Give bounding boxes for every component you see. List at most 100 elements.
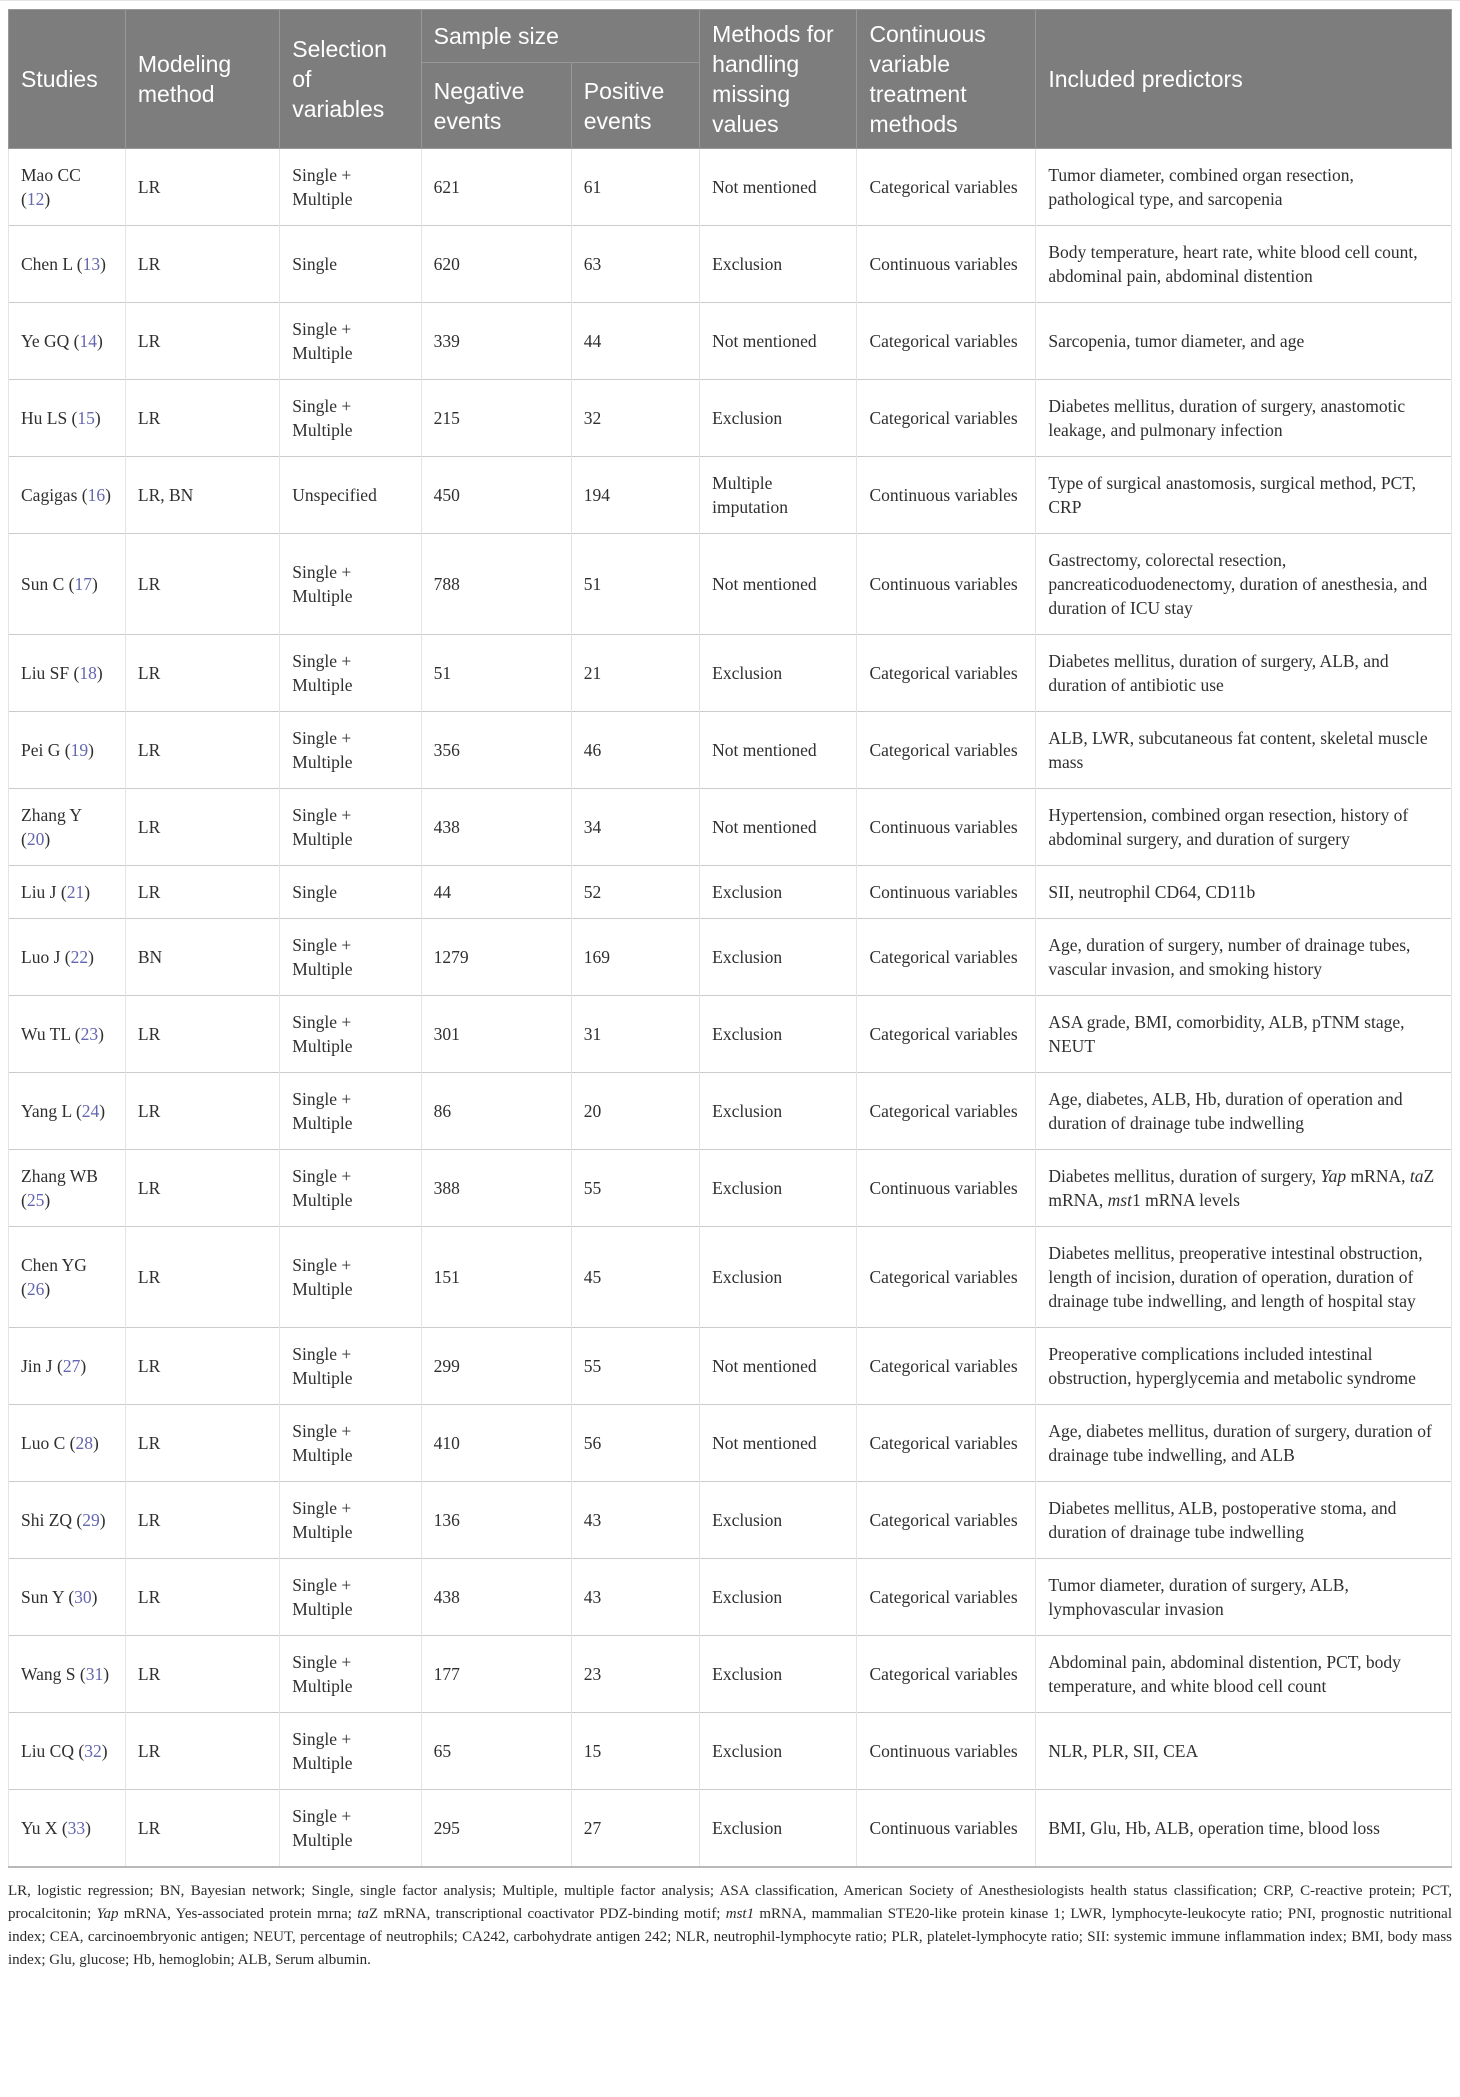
cell-included-predictors: Body temperature, heart rate, white bloo… (1035, 225, 1452, 303)
cell-missing-values: Not mentioned (699, 302, 858, 380)
cell-study: Liu SF (18) (8, 634, 126, 712)
cell-study: Zhang Y (20) (8, 788, 126, 866)
citation-link[interactable]: 14 (79, 331, 98, 351)
cell-missing-values: Multiple imputation (699, 456, 858, 534)
citation-link[interactable]: 22 (70, 947, 89, 967)
table-row: Sun C (17) LR Single + Multiple 788 51 Not me… (8, 533, 1452, 635)
cell-included-predictors: Gastrectomy, colorectal resection, pancr… (1035, 533, 1452, 635)
citation-link[interactable]: 16 (87, 485, 106, 505)
col-header-positive-events: Positive events (570, 62, 701, 149)
cell-positive-events: 27 (570, 1789, 701, 1867)
cell-included-predictors: Diabetes mellitus, duration of surgery, … (1035, 1149, 1452, 1227)
italic-text-segment: Yap (1320, 1166, 1347, 1186)
cell-selection-of-variables: Single + Multiple (279, 1635, 422, 1713)
cell-missing-values: Not mentioned (699, 1404, 858, 1482)
citation-link[interactable]: 18 (79, 663, 97, 683)
text-segment: Diabetes mellitus, preoperative intestin… (1048, 1243, 1423, 1311)
cell-selection-of-variables: Single + Multiple (279, 918, 422, 996)
cell-study: Liu CQ (32) (8, 1712, 126, 1790)
cell-study: Ye GQ (14) (8, 302, 126, 380)
cell-treatment-method: Continuous variables (856, 533, 1037, 635)
citation-link[interactable]: 33 (67, 1818, 86, 1838)
citation-link[interactable]: 30 (74, 1587, 92, 1607)
citation-link[interactable]: 27 (62, 1356, 81, 1376)
col-header-missing-values: Methods for handling missing values (699, 9, 858, 149)
table-row: Luo C (28) LR Single + Multiple 410 56 Not me… (8, 1404, 1452, 1482)
cell-included-predictors: Diabetes mellitus, ALB, postoperative st… (1035, 1481, 1452, 1559)
cell-positive-events: 194 (570, 456, 701, 534)
cell-positive-events: 46 (570, 711, 701, 789)
text-segment: Type of surgical anastomosis, surgical m… (1048, 473, 1417, 517)
text-segment: Tumor diameter, combined organ resection… (1048, 165, 1354, 209)
text-segment: ASA grade, BMI, comorbidity, ALB, pTNM s… (1048, 1012, 1405, 1056)
cell-selection-of-variables: Single + Multiple (279, 1226, 422, 1328)
cell-modeling-method: LR (124, 533, 281, 635)
citation-link[interactable]: 20 (26, 829, 45, 849)
citation-link[interactable]: 15 (77, 408, 95, 428)
text-segment: mRNA, (1346, 1166, 1410, 1186)
cell-missing-values: Exclusion (699, 1558, 858, 1636)
col-header-included-predictors: Included predictors (1035, 9, 1452, 149)
col-header-negative-events: Negative events (420, 62, 572, 149)
cell-positive-events: 55 (570, 1149, 701, 1227)
citation-link[interactable]: 32 (84, 1741, 102, 1761)
citation-link[interactable]: 12 (26, 189, 45, 209)
cell-modeling-method: LR (124, 711, 281, 789)
citation-link[interactable]: 13 (82, 254, 101, 274)
table-row: Shi ZQ (29) LR Single + Multiple 136 43 Exclu… (8, 1481, 1452, 1559)
cell-modeling-method: LR (124, 1404, 281, 1482)
cell-study: Chen YG (26) (8, 1226, 126, 1328)
cell-modeling-method: LR (124, 995, 281, 1073)
cell-missing-values: Exclusion (699, 865, 858, 919)
cell-study: Wang S (31) (8, 1635, 126, 1713)
citation-link[interactable]: 31 (85, 1664, 104, 1684)
cell-selection-of-variables: Single + Multiple (279, 995, 422, 1073)
text-segment: BMI, Glu, Hb, ALB, operation time, blood… (1048, 1818, 1380, 1838)
cell-selection-of-variables: Single + Multiple (279, 148, 422, 226)
citation-link[interactable]: 23 (80, 1024, 99, 1044)
table-row: Zhang Y (20) LR Single + Multiple 438 34 Not … (8, 788, 1452, 866)
cell-included-predictors: ASA grade, BMI, comorbidity, ALB, pTNM s… (1035, 995, 1452, 1073)
table-row: Yang L (24) LR Single + Multiple 86 20 Exclus… (8, 1072, 1452, 1150)
cell-positive-events: 43 (570, 1481, 701, 1559)
citation-link[interactable]: 19 (70, 740, 89, 760)
cell-selection-of-variables: Single + Multiple (279, 1072, 422, 1150)
cell-modeling-method: LR (124, 1789, 281, 1867)
cell-negative-events: 136 (420, 1481, 572, 1559)
cell-included-predictors: Tumor diameter, duration of surgery, ALB… (1035, 1558, 1452, 1636)
cell-study: Chen L (13) (8, 225, 126, 303)
cell-included-predictors: Diabetes mellitus, duration of surgery, … (1035, 634, 1452, 712)
text-segment: NLR, PLR, SII, CEA (1048, 1741, 1199, 1761)
table-row: Liu SF (18) LR Single + Multiple 51 21 Exclus… (8, 634, 1452, 712)
citation-link[interactable]: 26 (26, 1279, 45, 1299)
cell-missing-values: Exclusion (699, 1481, 858, 1559)
cell-modeling-method: LR (124, 1558, 281, 1636)
text-segment: Age, diabetes, ALB, Hb, duration of oper… (1048, 1089, 1403, 1133)
text-segment: Z mRNA, transcriptional coactivator PDZ-… (368, 1906, 726, 1922)
citation-link[interactable]: 25 (26, 1190, 45, 1210)
citation-link[interactable]: 29 (82, 1510, 100, 1530)
cell-negative-events: 339 (420, 302, 572, 380)
citation-link[interactable]: 21 (66, 882, 85, 902)
cell-selection-of-variables: Single + Multiple (279, 1149, 422, 1227)
cell-treatment-method: Categorical variables (856, 148, 1037, 226)
cell-treatment-method: Continuous variables (856, 456, 1037, 534)
citation-link[interactable]: 24 (81, 1101, 100, 1121)
cell-positive-events: 44 (570, 302, 701, 380)
citation-link[interactable]: 28 (75, 1433, 93, 1453)
cell-negative-events: 51 (420, 634, 572, 712)
table-row: Cagigas (16) LR, BN Unspecified 450 194 Multi… (8, 456, 1452, 534)
cell-included-predictors: Diabetes mellitus, duration of surgery, … (1035, 379, 1452, 457)
cell-missing-values: Exclusion (699, 379, 858, 457)
citation-link[interactable]: 17 (74, 574, 92, 594)
cell-modeling-method: LR (124, 148, 281, 226)
cell-study: Luo J (22) (8, 918, 126, 996)
cell-modeling-method: LR (124, 1149, 281, 1227)
text-segment: Age, duration of surgery, number of drai… (1048, 935, 1411, 979)
cell-included-predictors: Age, diabetes, ALB, Hb, duration of oper… (1035, 1072, 1452, 1150)
col-header-sample-size: Sample size (420, 8, 701, 64)
cell-modeling-method: LR (124, 1226, 281, 1328)
cell-treatment-method: Continuous variables (856, 788, 1037, 866)
cell-negative-events: 450 (420, 456, 572, 534)
cell-missing-values: Exclusion (699, 225, 858, 303)
